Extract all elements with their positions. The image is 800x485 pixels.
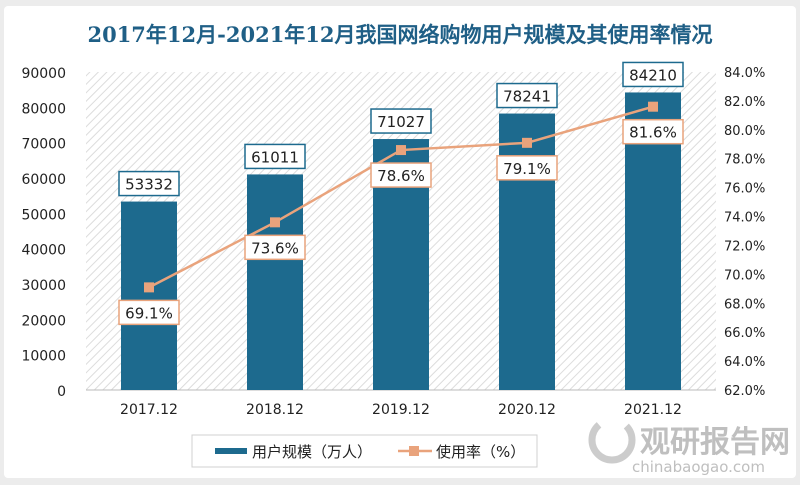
x-tick-label: 2020.12 bbox=[498, 402, 556, 418]
rate-value-label: 81.6% bbox=[629, 124, 677, 142]
bar-value-label: 61011 bbox=[251, 148, 299, 166]
chart-title: 2017年12月-2021年12月我国网络购物用户规模及其使用率情况 bbox=[87, 22, 712, 47]
right-tick-label: 64.0% bbox=[724, 355, 765, 370]
left-tick-label: 80000 bbox=[21, 101, 66, 117]
bar bbox=[499, 113, 555, 391]
bar-value-label: 53332 bbox=[125, 176, 173, 194]
rate-label-box bbox=[496, 155, 558, 181]
right-tick-label: 80.0% bbox=[724, 124, 765, 139]
rate-point bbox=[144, 282, 154, 293]
rate-point bbox=[396, 145, 406, 156]
x-tick-label: 2021.12 bbox=[624, 402, 682, 418]
x-tick-label: 2017.12 bbox=[120, 402, 178, 418]
rate-value-label: 69.1% bbox=[125, 304, 173, 322]
bar-label-box bbox=[622, 61, 684, 88]
right-tick-label: 76.0% bbox=[724, 182, 765, 197]
legend-bar-label: 用户规模（万人） bbox=[252, 443, 372, 461]
rate-label-box bbox=[118, 299, 180, 326]
left-tick-label: 60000 bbox=[21, 172, 66, 188]
rate-point bbox=[522, 137, 532, 148]
left-tick-label: 10000 bbox=[21, 349, 66, 365]
rate-point bbox=[270, 217, 280, 228]
left-tick-label: 0 bbox=[57, 384, 66, 400]
x-tick-label: 2019.12 bbox=[372, 402, 430, 418]
legend-line-label: 使用率（%） bbox=[436, 443, 525, 461]
bar-value-label: 84210 bbox=[629, 66, 677, 84]
right-tick-label: 74.0% bbox=[724, 211, 765, 226]
x-tick-label: 2018.12 bbox=[246, 402, 304, 418]
right-tick-label: 68.0% bbox=[724, 297, 765, 312]
bar-label-box bbox=[118, 170, 180, 197]
right-tick-label: 72.0% bbox=[724, 239, 765, 254]
right-tick-label: 62.0% bbox=[724, 384, 765, 399]
right-tick-label: 78.0% bbox=[724, 153, 765, 168]
bar-value-label: 78241 bbox=[503, 88, 551, 106]
watermark-name: 观研报告网 bbox=[640, 425, 790, 460]
rate-label-box bbox=[370, 162, 432, 188]
rate-label-box bbox=[622, 118, 684, 145]
legend: 用户规模（万人） 使用率（%） bbox=[191, 434, 538, 468]
right-tick-label: 70.0% bbox=[724, 268, 765, 283]
bar bbox=[247, 174, 303, 390]
rate-label-box bbox=[244, 234, 306, 261]
right-tick-label: 82.0% bbox=[724, 95, 765, 110]
bar-label-box bbox=[370, 108, 432, 134]
watermark-logo: 观研报告网 chinabaogao.com bbox=[588, 416, 790, 476]
left-tick-label: 90000 bbox=[21, 66, 66, 82]
left-tick-label: 40000 bbox=[21, 243, 66, 259]
rate-value-label: 73.6% bbox=[251, 239, 299, 257]
bar bbox=[121, 201, 177, 390]
left-tick-label: 50000 bbox=[21, 207, 66, 223]
watermark-url: chinabaogao.com bbox=[632, 458, 765, 476]
legend-line-marker bbox=[409, 446, 419, 456]
legend-bar-swatch bbox=[215, 448, 247, 454]
bar-label-box bbox=[496, 82, 558, 109]
rate-value-label: 79.1% bbox=[503, 160, 551, 178]
bar-label-box bbox=[244, 143, 306, 170]
rate-value-label: 78.6% bbox=[377, 167, 425, 185]
rate-point bbox=[648, 101, 658, 112]
bar-value-label: 71027 bbox=[377, 113, 425, 131]
right-tick-label: 84.0% bbox=[724, 66, 765, 81]
right-tick-label: 66.0% bbox=[724, 326, 765, 341]
left-tick-label: 30000 bbox=[21, 278, 66, 294]
left-tick-label: 70000 bbox=[21, 137, 66, 153]
left-tick-label: 20000 bbox=[21, 313, 66, 329]
